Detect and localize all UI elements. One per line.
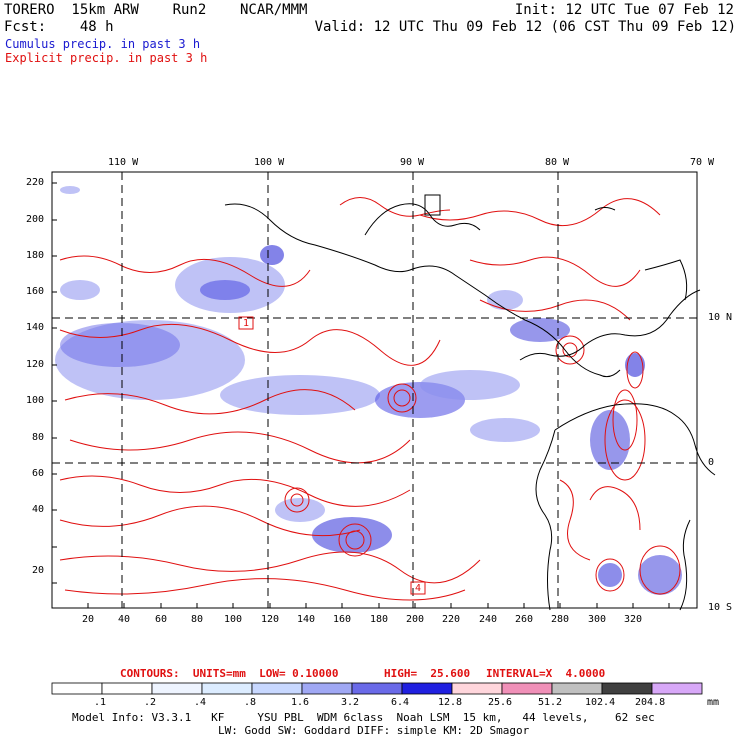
y-tick-label: 120 xyxy=(26,359,45,370)
y-tick-label: 200 xyxy=(26,214,45,225)
lon-label-100w: 100 W xyxy=(254,157,285,168)
x-tick-label: 40 xyxy=(118,614,131,625)
model-physics: LW: Godd SW: Goddard DIFF: simple KM: 2D… xyxy=(218,724,530,737)
y-tick-label: 140 xyxy=(26,322,45,333)
forecast-hour: Fcst: 48 h xyxy=(4,19,114,35)
lon-label-80w: 80 W xyxy=(545,157,570,168)
colorbar-swatch xyxy=(351,682,403,695)
colorbar-swatch xyxy=(451,682,503,695)
colorbar-label: 204.8 xyxy=(635,697,666,708)
colorbar-swatch xyxy=(251,682,303,695)
coastlines xyxy=(224,194,716,611)
x-tick-label: 160 xyxy=(333,614,352,625)
colorbar-swatch xyxy=(301,682,353,695)
y-tick-label: 160 xyxy=(26,286,45,297)
colorbar-swatch xyxy=(601,682,653,695)
x-tick-label: 200 xyxy=(406,614,425,625)
legend-cumulus: Cumulus precip. in past 3 h xyxy=(5,37,201,51)
station-label-1: 1 xyxy=(243,318,250,329)
colorbar-swatch xyxy=(151,682,203,695)
colorbar-swatch xyxy=(51,682,103,695)
lat-label-10n: 10 N xyxy=(708,312,733,323)
init-time: Init: 12 UTC Tue 07 Feb 12 xyxy=(514,2,734,18)
station-label-4: 4 xyxy=(415,583,422,594)
x-tick-label: 140 xyxy=(297,614,316,625)
colorbar-swatch xyxy=(551,682,603,695)
colorbar-label: 51.2 xyxy=(538,697,563,708)
x-tick-label: 240 xyxy=(479,614,498,625)
colorbar-label: 1.6 xyxy=(291,697,310,708)
lat-label-0: 0 xyxy=(708,457,715,468)
valid-time: Valid: 12 UTC Thu 09 Feb 12 (06 CST Thu … xyxy=(314,19,736,35)
map-frame xyxy=(51,171,698,609)
explicit-precip-contours xyxy=(59,197,681,601)
x-tick-label: 60 xyxy=(155,614,168,625)
colorbar-label: .1 xyxy=(94,697,107,708)
lon-label-70w: 70 W xyxy=(690,157,715,168)
x-tick-label: 120 xyxy=(261,614,280,625)
colorbar-label: .2 xyxy=(144,697,157,708)
y-tick-label: 60 xyxy=(32,468,45,479)
x-tick-label: 280 xyxy=(551,614,570,625)
colorbar-swatch xyxy=(501,682,553,695)
x-tick-label: 20 xyxy=(82,614,95,625)
station-marker-1 xyxy=(238,316,254,330)
colorbar-swatch xyxy=(651,682,703,695)
colorbar-label: 3.2 xyxy=(341,697,360,708)
lon-label-90w: 90 W xyxy=(400,157,425,168)
x-tick-label: 220 xyxy=(442,614,461,625)
y-tick-label: 20 xyxy=(32,565,45,576)
station-marker-4 xyxy=(410,581,426,595)
contour-info-units: CONTOURS: UNITS=mm LOW= 0.10000 xyxy=(120,667,339,680)
colorbar-label: .8 xyxy=(244,697,257,708)
model-info: Model Info: V3.3.1 KF YSU PBL WDM 6class… xyxy=(72,711,655,724)
lat-label-10s: 10 S xyxy=(708,602,733,613)
colorbar-swatch xyxy=(201,682,253,695)
x-tick-label: 180 xyxy=(370,614,389,625)
colorbar-label: 25.6 xyxy=(488,697,513,708)
x-tick-label: 300 xyxy=(588,614,607,625)
y-tick-label: 40 xyxy=(32,504,45,515)
graticule xyxy=(52,172,697,608)
legend-explicit: Explicit precip. in past 3 h xyxy=(5,51,208,65)
y-tick-label: 180 xyxy=(26,250,45,261)
colorbar-label: 6.4 xyxy=(391,697,410,708)
y-tick-label: 80 xyxy=(32,432,45,443)
x-tick-label: 100 xyxy=(224,614,243,625)
x-tick-label: 320 xyxy=(624,614,643,625)
lon-label-110w: 110 W xyxy=(108,157,139,168)
colorbar-label: 12.8 xyxy=(438,697,463,708)
contour-info-interval: INTERVAL=X 4.0000 xyxy=(486,667,606,680)
cumulus-precip-field xyxy=(55,186,682,595)
model-title: TORERO 15km ARW Run2 NCAR/MMM xyxy=(4,2,308,18)
colorbar-swatch xyxy=(401,682,453,695)
colorbar-unit: mm xyxy=(707,697,720,708)
axis-ticks xyxy=(52,182,670,608)
y-tick-label: 220 xyxy=(26,177,45,188)
x-tick-label: 80 xyxy=(191,614,204,625)
contour-info-high: HIGH= 25.600 xyxy=(384,667,471,680)
colorbar-swatch xyxy=(101,682,153,695)
y-tick-label: 100 xyxy=(26,395,45,406)
x-tick-label: 260 xyxy=(515,614,534,625)
colorbar-label: 102.4 xyxy=(585,697,616,708)
colorbar-label: .4 xyxy=(194,697,207,708)
